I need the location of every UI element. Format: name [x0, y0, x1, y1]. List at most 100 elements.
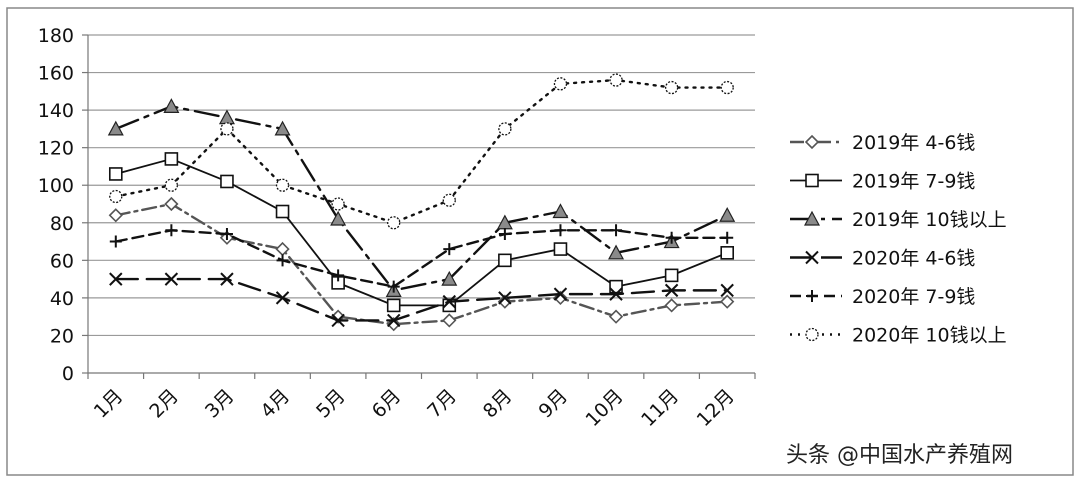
data-point-plus	[332, 269, 345, 282]
data-point-circle	[109, 189, 123, 204]
data-point-triangle	[163, 98, 180, 113]
data-point-triangle	[552, 203, 569, 219]
data-point-plus	[610, 224, 623, 237]
data-point-square	[609, 279, 623, 294]
data-point-plus	[443, 243, 456, 256]
data-point-x	[720, 283, 734, 298]
data-point-diamond	[608, 309, 624, 324]
data-point-x	[498, 291, 512, 305]
data-point-square	[720, 246, 735, 260]
data-point-plus	[665, 231, 678, 244]
series-line-4	[114, 277, 729, 322]
data-point-plus	[165, 224, 178, 237]
series-2	[108, 152, 735, 313]
legend-label: 2019年 10钱以上	[852, 209, 1007, 231]
x-tick-label: 5月	[312, 385, 350, 423]
legend-item-5: 2020年 7-9钱	[790, 286, 975, 308]
y-tick-label: 0	[62, 363, 74, 385]
data-point-x	[331, 313, 345, 328]
data-point-plus	[498, 228, 511, 241]
x-tick-label: 4月	[257, 385, 295, 423]
series-4	[109, 272, 734, 328]
legend-marker-x	[805, 250, 819, 265]
y-tick-label: 60	[50, 250, 74, 272]
data-point-circle	[220, 122, 234, 136]
legend-item-1: 2019年 4-6钱	[790, 132, 975, 154]
data-point-x	[220, 272, 234, 286]
x-tick-label: 7月	[423, 385, 461, 423]
data-point-circle	[442, 193, 456, 207]
data-point-plus	[387, 280, 400, 293]
legend-marker-triangle	[803, 210, 821, 226]
data-point-square	[386, 298, 401, 313]
y-tick-label: 180	[38, 25, 74, 47]
y-tick-label: 40	[50, 288, 74, 310]
data-point-diamond	[664, 298, 679, 313]
legend-item-2: 2019年 7-9钱	[790, 171, 975, 193]
series-line-2	[114, 158, 729, 307]
data-point-circle	[164, 178, 179, 192]
y-tick-label: 140	[38, 100, 74, 122]
legend-marker-square	[805, 173, 819, 188]
series-5	[109, 224, 734, 293]
legend: 2019年 4-6钱 2019年 7-9钱 2019年 10钱以上 2020年 4-6…	[790, 132, 1007, 347]
data-point-square	[220, 174, 234, 189]
series-group	[107, 73, 736, 332]
legend-item-3: 2019年 10钱以上	[790, 209, 1007, 231]
data-point-plus	[109, 235, 122, 248]
legend-marker-plus	[806, 290, 818, 302]
y-tick-labels: 0 20 40 60 80 100 120 140 160 180	[38, 25, 74, 385]
data-point-plus	[721, 231, 734, 244]
data-point-x	[387, 313, 401, 328]
data-point-triangle	[218, 109, 235, 125]
data-point-circle	[387, 216, 401, 230]
legend-marker-diamond	[804, 134, 820, 150]
y-tick-label: 160	[38, 63, 74, 85]
data-point-x	[553, 287, 568, 301]
data-point-square	[275, 204, 290, 219]
series-3	[107, 98, 736, 297]
x-tick-label: 1月	[90, 385, 128, 423]
x-tick-label: 2月	[145, 385, 183, 423]
series-1	[108, 196, 735, 332]
legend-item-6: 2020年 10钱以上	[790, 325, 1007, 347]
data-point-triangle	[719, 207, 736, 222]
grid-lines	[88, 34, 755, 337]
data-point-x	[275, 291, 290, 305]
x-tick-labels: 1月 2月 3月 4月 5月 6月 7月 8月 9月 10月 11月 12月	[90, 385, 739, 431]
series-line-6	[114, 78, 729, 224]
legend-label: 2019年 7-9钱	[852, 171, 975, 193]
data-point-triangle	[608, 244, 625, 260]
x-tick-label: 6月	[368, 385, 406, 423]
data-point-square	[664, 268, 679, 283]
data-point-circle	[609, 73, 623, 87]
data-point-circle	[275, 178, 290, 192]
axes	[82, 34, 756, 379]
data-point-x	[609, 287, 623, 301]
series-line-5	[114, 229, 729, 288]
legend-label: 2019年 4-6钱	[852, 132, 975, 154]
data-point-diamond	[108, 208, 123, 223]
y-tick-label: 100	[38, 175, 74, 197]
data-point-circle	[331, 197, 345, 211]
series-line-3	[114, 105, 729, 292]
watermark-text: 头条 @中国水产养殖网	[786, 443, 1013, 468]
data-point-circle	[498, 122, 512, 136]
data-point-triangle	[107, 120, 124, 136]
x-tick-label: 3月	[201, 385, 239, 423]
y-tick-label: 20	[50, 325, 74, 347]
x-tick-label: 10月	[581, 385, 627, 431]
data-point-circle	[720, 80, 734, 95]
legend-label: 2020年 7-9钱	[852, 286, 975, 308]
data-point-square	[498, 253, 512, 268]
data-point-plus	[554, 224, 567, 237]
data-point-diamond	[720, 294, 735, 309]
legend-item-4: 2020年 4-6钱	[790, 248, 975, 270]
data-point-square	[164, 152, 179, 166]
data-point-triangle	[441, 270, 458, 286]
data-point-diamond	[164, 196, 179, 212]
series-6	[109, 73, 734, 230]
y-tick-label: 80	[50, 213, 74, 235]
x-tick-label: 8月	[479, 385, 517, 423]
